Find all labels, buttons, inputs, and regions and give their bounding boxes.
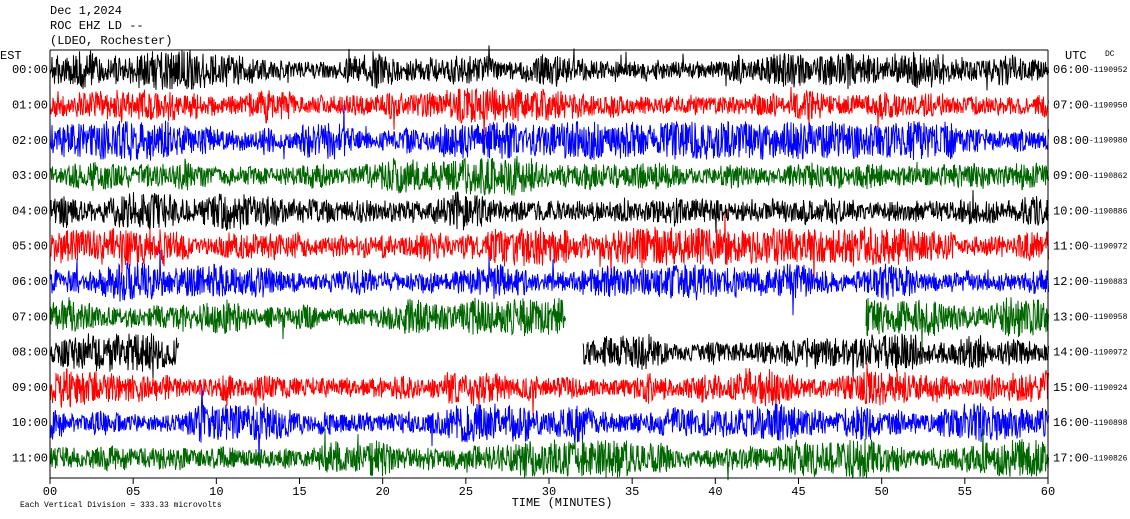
est-label: 00:00	[12, 63, 48, 77]
utc-label: 10:00	[1053, 204, 1089, 218]
dc-label: -1190886	[1089, 207, 1128, 216]
dc-label: -1190883	[1089, 278, 1128, 287]
x-axis-label: TIME (MINUTES)	[512, 496, 613, 510]
dc-label: -1190950	[1089, 101, 1128, 110]
trace	[49, 190, 1049, 233]
trace	[49, 428, 1049, 481]
x-tick-label: 50	[874, 485, 888, 499]
x-tick-label: 30	[542, 485, 556, 499]
trace	[49, 387, 1049, 466]
utc-label: 06:00	[1053, 63, 1089, 77]
est-label: 10:00	[12, 416, 48, 430]
utc-label: 17:00	[1053, 451, 1089, 465]
x-tick-label: 15	[292, 485, 306, 499]
trace	[582, 333, 1049, 377]
utc-label: 13:00	[1053, 310, 1089, 324]
left-axis-label: EST	[0, 49, 22, 63]
dc-label: -1190972	[1089, 349, 1128, 358]
dc-label: -1190898	[1089, 419, 1128, 428]
x-tick-label: 55	[958, 485, 972, 499]
utc-label: 14:00	[1053, 346, 1089, 360]
est-label: 01:00	[12, 98, 48, 112]
title-line: Dec 1,2024	[50, 4, 122, 18]
x-tick-label: 40	[708, 485, 722, 499]
x-tick-label: 00	[43, 485, 57, 499]
utc-label: 16:00	[1053, 416, 1089, 430]
footer: Each Vertical Division = 333.33 microvol…	[20, 501, 222, 510]
x-tick-label: 05	[126, 485, 140, 499]
x-tick-label: 45	[791, 485, 805, 499]
x-tick-label: 60	[1041, 485, 1055, 499]
est-label: 07:00	[12, 310, 48, 324]
utc-label: 09:00	[1053, 169, 1089, 183]
trace	[49, 155, 1049, 196]
dc-label: -1190924	[1089, 384, 1128, 393]
trace	[49, 297, 566, 340]
traces	[49, 45, 1049, 481]
trace	[49, 45, 1049, 91]
x-tick-label: 35	[625, 485, 639, 499]
est-label: 02:00	[12, 134, 48, 148]
trace	[865, 297, 1049, 351]
right-note: DC	[1105, 50, 1115, 59]
utc-label: 12:00	[1053, 275, 1089, 289]
x-tick-label: 25	[459, 485, 473, 499]
trace	[49, 250, 1049, 316]
dc-label: -1190862	[1089, 172, 1128, 181]
trace	[49, 86, 1049, 140]
x-tick-label: 20	[375, 485, 389, 499]
dc-label: -1190952	[1089, 66, 1128, 75]
est-label: 06:00	[12, 275, 48, 289]
utc-label: 08:00	[1053, 134, 1089, 148]
utc-label: 11:00	[1053, 240, 1089, 254]
est-label: 04:00	[12, 204, 48, 218]
dc-label: -1190980	[1089, 137, 1128, 146]
dc-label: -1190972	[1089, 243, 1128, 252]
est-label: 09:00	[12, 381, 48, 395]
title-line: ROC EHZ LD --	[50, 19, 144, 33]
est-label: 03:00	[12, 169, 48, 183]
utc-label: 07:00	[1053, 98, 1089, 112]
trace	[49, 333, 179, 379]
trace	[49, 362, 1049, 416]
trace	[49, 104, 1049, 161]
dc-label: -1190826	[1089, 454, 1128, 463]
est-label: 05:00	[12, 240, 48, 254]
right-axis-label: UTC	[1065, 49, 1087, 63]
trace	[49, 212, 1049, 283]
utc-label: 15:00	[1053, 381, 1089, 395]
est-label: 11:00	[12, 451, 48, 465]
est-label: 08:00	[12, 346, 48, 360]
x-tick-label: 10	[209, 485, 223, 499]
dc-label: -1190958	[1089, 313, 1128, 322]
title-line: (LDEO, Rochester)	[50, 34, 172, 48]
